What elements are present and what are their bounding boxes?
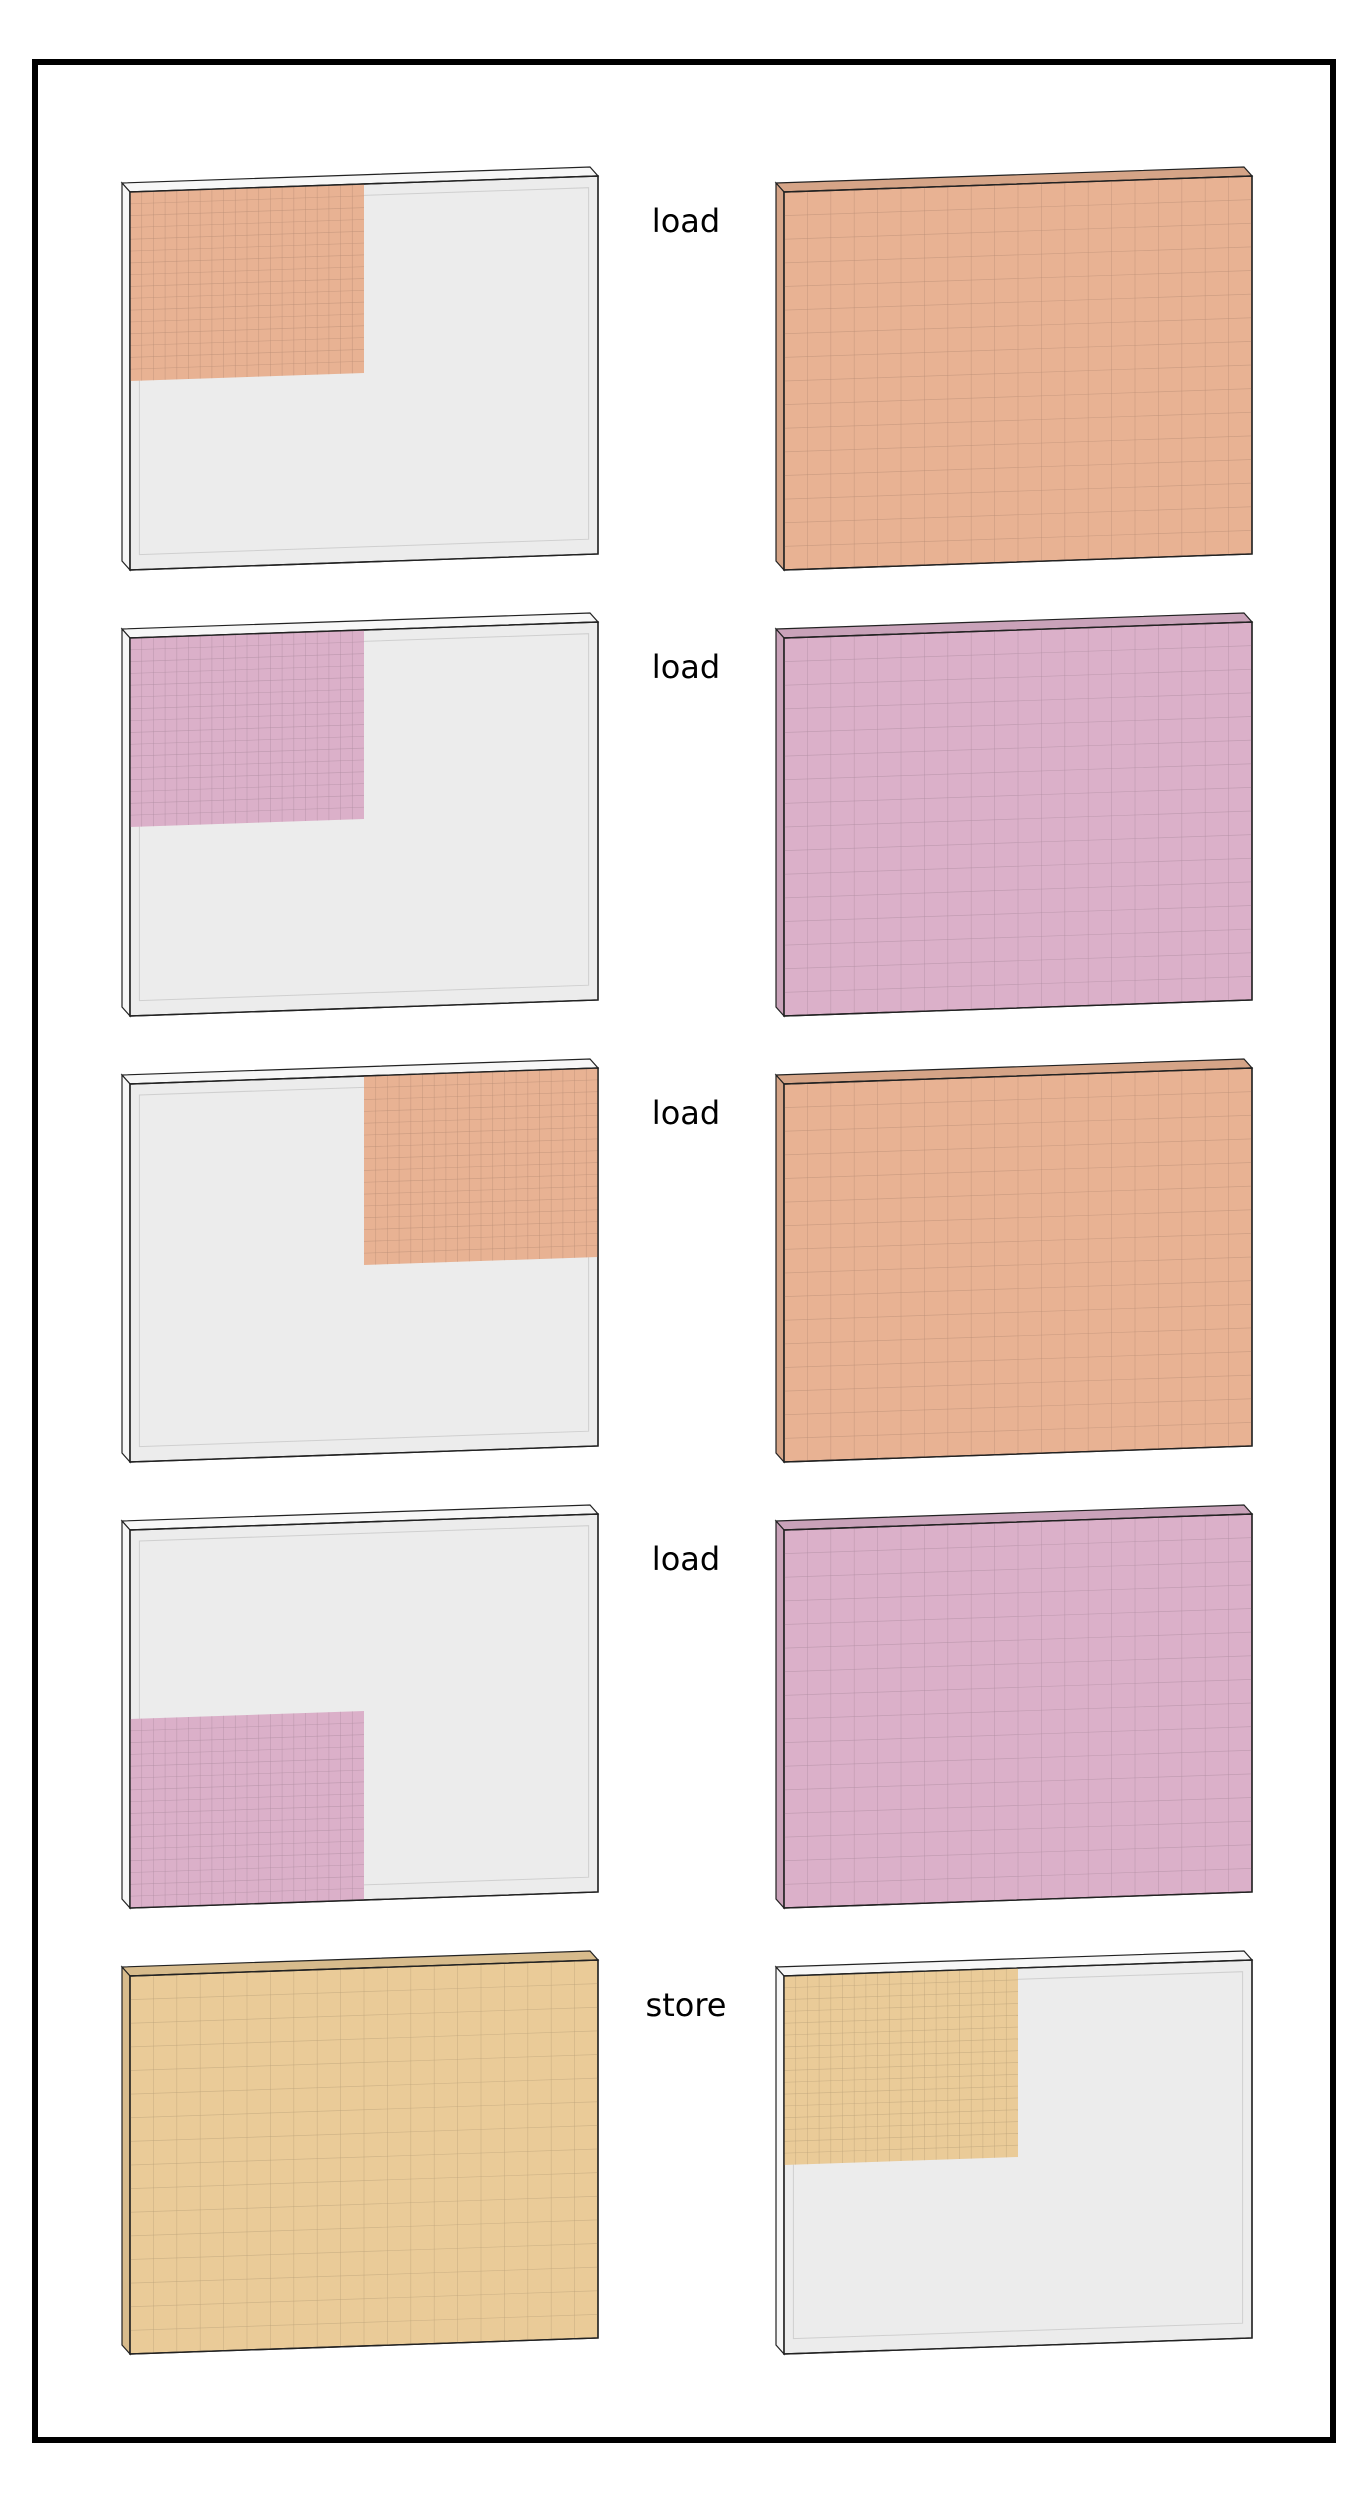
slab-left-face xyxy=(121,1073,131,1464)
right-slab-5 xyxy=(774,1950,1254,2356)
right-slab-2 xyxy=(774,612,1254,1018)
operation-label: load xyxy=(652,1094,720,1132)
left-slab-2 xyxy=(120,612,600,1018)
slab-left-face xyxy=(121,1965,131,2356)
slab-left-face xyxy=(121,181,131,572)
left-slab-1 xyxy=(120,166,600,572)
right-slab-4 xyxy=(774,1504,1254,1910)
left-slab-5 xyxy=(120,1950,600,2356)
slab-left-face xyxy=(121,627,131,1018)
slab-left-face xyxy=(775,181,785,572)
left-slab-4 xyxy=(120,1504,600,1910)
slab-left-face xyxy=(775,1965,785,2356)
operation-label: store xyxy=(646,1986,727,2024)
slab-left-face xyxy=(775,1073,785,1464)
operation-label: load xyxy=(652,648,720,686)
slab-left-face xyxy=(775,1519,785,1910)
left-slab-3 xyxy=(120,1058,600,1464)
right-slab-3 xyxy=(774,1058,1254,1464)
operation-label: load xyxy=(652,202,720,240)
operation-label: load xyxy=(652,1540,720,1578)
right-slab-1 xyxy=(774,166,1254,572)
slab-left-face xyxy=(775,627,785,1018)
slab-left-face xyxy=(121,1519,131,1910)
